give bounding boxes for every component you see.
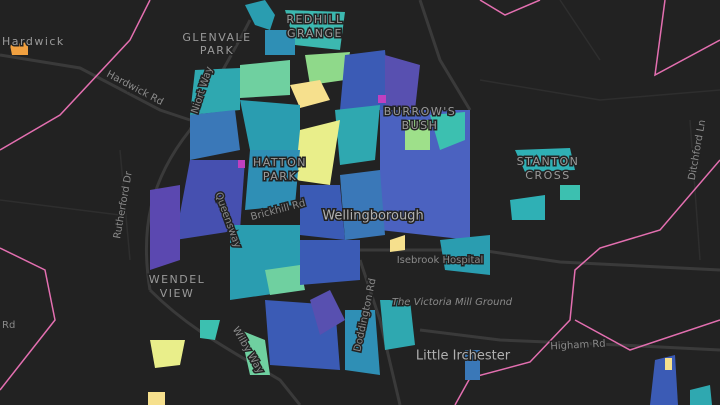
place-label: REDHILL <box>286 13 343 26</box>
place-label: BURROW'S <box>384 105 456 118</box>
road <box>0 53 191 122</box>
road <box>144 19 252 291</box>
patch <box>515 148 575 172</box>
patch <box>340 170 385 240</box>
road <box>418 0 472 111</box>
patch <box>265 265 305 295</box>
patch <box>200 320 220 340</box>
place-label: PARK <box>200 44 234 57</box>
patch <box>390 235 405 252</box>
patch <box>310 290 345 335</box>
patch <box>465 350 480 380</box>
boundary <box>654 0 720 77</box>
patch <box>240 60 290 98</box>
patch <box>345 310 380 375</box>
patch <box>300 185 345 240</box>
patch <box>665 358 672 370</box>
boundary <box>0 0 151 151</box>
patch <box>265 30 295 55</box>
patch <box>405 120 430 150</box>
place-label: GRANGE <box>287 27 343 40</box>
patch <box>290 80 330 108</box>
patch <box>378 95 386 103</box>
patch <box>150 340 185 368</box>
patch <box>175 160 245 240</box>
patch <box>560 185 580 200</box>
patch <box>148 392 165 405</box>
patch <box>295 120 340 185</box>
place-label: WENDEL <box>149 273 206 286</box>
patch <box>385 55 420 110</box>
patch <box>380 300 415 350</box>
road-label: Rd <box>2 320 15 331</box>
patch <box>510 195 545 220</box>
patch <box>238 160 245 168</box>
patch <box>335 105 380 165</box>
road <box>419 328 720 352</box>
place-label: PARK <box>263 170 297 183</box>
patch <box>690 385 712 405</box>
boundary <box>0 247 56 391</box>
road-label: The Victoria Mill Ground <box>392 297 513 308</box>
patch <box>300 240 360 285</box>
patch <box>190 110 240 160</box>
patch <box>190 68 240 115</box>
patch <box>440 235 490 275</box>
patch <box>430 112 465 150</box>
road <box>148 288 302 405</box>
place-label: STANTON <box>517 155 580 168</box>
town-label: Wellingborough <box>322 209 423 224</box>
place-label: VIEW <box>160 287 195 300</box>
patch <box>240 100 300 150</box>
patch <box>150 185 180 270</box>
patch <box>305 52 350 85</box>
patch <box>10 42 28 55</box>
patch <box>240 330 270 375</box>
place-label: BUSH <box>402 119 439 132</box>
place-label: HATTON <box>253 156 307 169</box>
boundary <box>479 0 541 16</box>
boundary <box>574 319 720 351</box>
patch <box>340 50 390 110</box>
place-label: GLENVALE <box>182 31 251 44</box>
place-label: Little Irchester <box>416 349 511 364</box>
place-label: CROSS <box>525 169 570 182</box>
area-patches <box>10 0 712 405</box>
road <box>358 259 402 405</box>
place-label: Hardwick <box>2 35 65 48</box>
patch <box>245 0 275 30</box>
patch <box>285 10 345 50</box>
road-label: Higham Rd <box>550 339 606 353</box>
patch <box>245 150 300 210</box>
road-label: Isebrook Hospital <box>397 255 484 266</box>
